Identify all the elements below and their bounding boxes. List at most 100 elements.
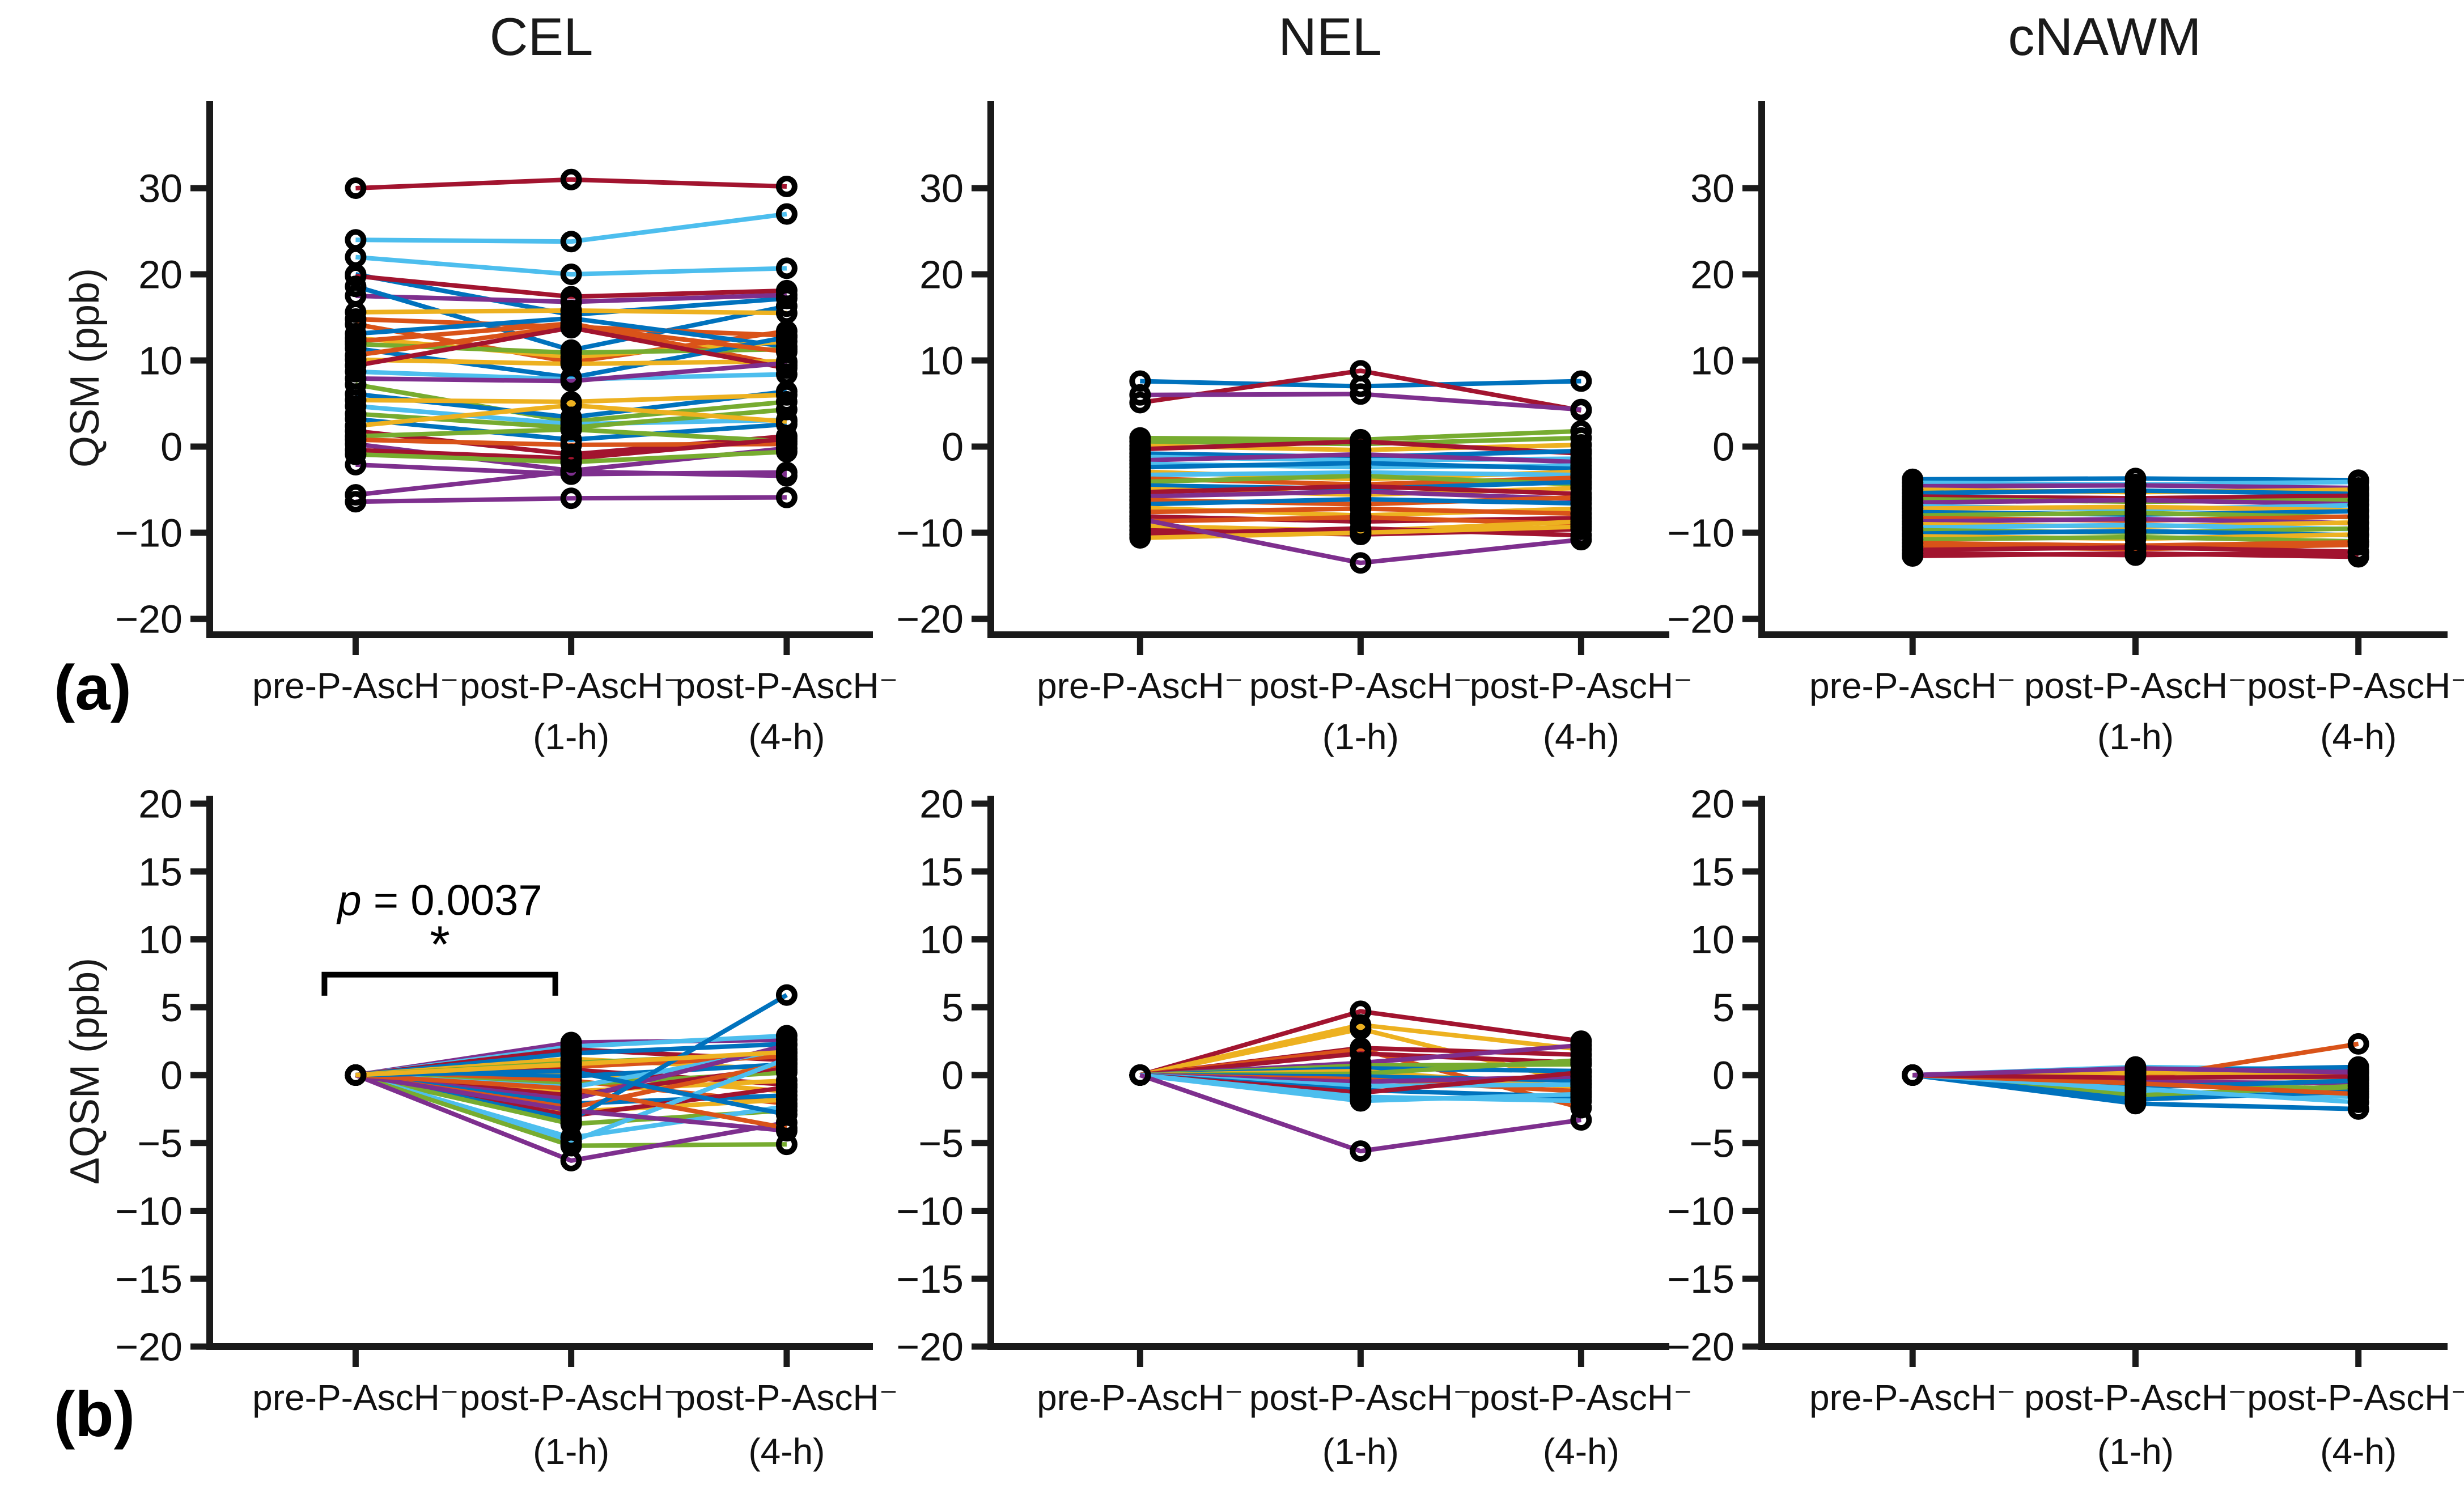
panel-title-cnawm: cNAWM [2008,7,2202,66]
y-tick-label: 5 [1712,986,1734,1030]
significance-bracket [321,971,558,996]
series-line [355,436,787,461]
data-point-marker [1570,1083,1592,1105]
y-tick-label: 0 [1712,425,1734,469]
data-point-marker [345,265,367,287]
data-point-marker [560,264,582,285]
data-point-marker [1902,1064,1924,1086]
x-tick-label: pre-P-AscH⁻ [1809,1377,2016,1418]
row-a-ylabel: QSM (ppb) [62,268,108,468]
y-tick-label: −20 [115,1325,183,1369]
y-tick-label: −5 [918,1121,964,1165]
data-point-marker [560,342,582,364]
y-tick-label: −20 [896,597,964,642]
data-point-marker [1902,545,1924,567]
y-tick-label: 30 [919,167,964,211]
data-point-marker [1129,384,1151,406]
data-point-marker [775,175,798,197]
x-tick-sublabel: (4-h) [748,1431,825,1472]
y-tick-label: 15 [919,850,964,894]
x-tick-label: post-P-AscH⁻ [460,665,682,706]
x-tick-sublabel: (1-h) [533,716,609,757]
y-tick-label: −20 [1667,1325,1734,1369]
x-tick-sublabel: (4-h) [1543,716,1619,757]
x-tick-label: pre-P-AscH⁻ [1037,1377,1244,1418]
data-point-marker [2347,546,2369,568]
data-point-marker [345,453,367,475]
y-tick-label: 10 [919,918,964,962]
y-tick-label: 10 [138,339,183,383]
data-point-marker [1129,392,1151,414]
y-tick-label: −10 [896,1189,964,1233]
x-tick-label: post-P-AscH⁻ [2024,665,2247,706]
data-point-marker [775,352,798,374]
y-tick-label: 10 [1690,918,1734,962]
data-point-marker [1350,1140,1372,1162]
data-point-marker [560,461,582,483]
x-tick-label: pre-P-AscH⁻ [252,1377,459,1418]
row-b-ylabel: ΔQSM (ppb) [62,957,108,1185]
data-point-marker [560,231,582,253]
data-point-marker [2124,1058,2147,1080]
series-line [354,1073,787,1163]
data-point-marker [560,451,582,473]
data-point-marker [2347,1062,2369,1084]
data-point-marker [1350,383,1372,405]
y-tick-label: −15 [115,1257,183,1301]
data-point-marker [1129,527,1151,549]
series-line [1140,524,1581,541]
y-tick-label: 0 [942,425,964,469]
data-point-marker [775,203,798,225]
y-tick-label: 10 [1690,339,1734,383]
x-tick-label: pre-P-AscH⁻ [1809,665,2016,706]
data-point-marker [560,1053,582,1075]
data-point-marker [775,1076,798,1098]
y-tick-label: 20 [919,782,964,826]
data-point-marker [775,1041,798,1063]
x-tick-label: post-P-AscH⁻ [1249,1377,1472,1418]
x-tick-label: post-P-AscH⁻ [2247,665,2464,706]
data-point-marker [560,317,582,339]
data-point-marker [1570,529,1592,551]
data-point-marker [775,486,798,508]
x-tick-label: post-P-AscH⁻ [675,665,898,706]
y-tick-label: 10 [919,339,964,383]
x-tick-label: post-P-AscH⁻ [2247,1377,2464,1418]
y-tick-label: 0 [942,1054,964,1098]
data-point-marker [1570,370,1592,392]
data-point-marker [1350,522,1372,544]
x-tick-sublabel: (1-h) [1322,1431,1399,1472]
panel-letter-b: (b) [54,1379,135,1450]
y-tick-label: −5 [137,1121,183,1165]
y-tick-label: −10 [896,511,964,555]
y-tick-label: −10 [1667,1189,1734,1233]
data-point-marker [2124,1067,2147,1089]
y-tick-label: −20 [115,597,183,642]
x-tick-sublabel: (1-h) [533,1431,609,1472]
data-point-marker [1129,1064,1151,1086]
data-point-marker [560,370,582,392]
series-line [1139,516,1581,566]
y-tick-label: 30 [1690,167,1734,211]
y-tick-label: 20 [138,782,183,826]
y-tick-label: 0 [1712,1054,1734,1098]
y-tick-label: −10 [115,1189,183,1233]
data-point-marker [775,1103,798,1126]
y-tick-label: 20 [1690,782,1734,826]
x-tick-label: post-P-AscH⁻ [1470,665,1693,706]
series-line [1139,1073,1581,1154]
y-tick-label: 0 [160,1054,183,1098]
y-tick-label: −10 [115,511,183,555]
data-point-marker [560,1099,582,1122]
y-tick-label: −20 [1667,597,1734,642]
p-value-label: p = 0.0037 [336,876,542,924]
y-tick-label: −15 [1667,1257,1734,1301]
data-point-marker [775,441,798,463]
data-point-marker [1350,1018,1372,1040]
